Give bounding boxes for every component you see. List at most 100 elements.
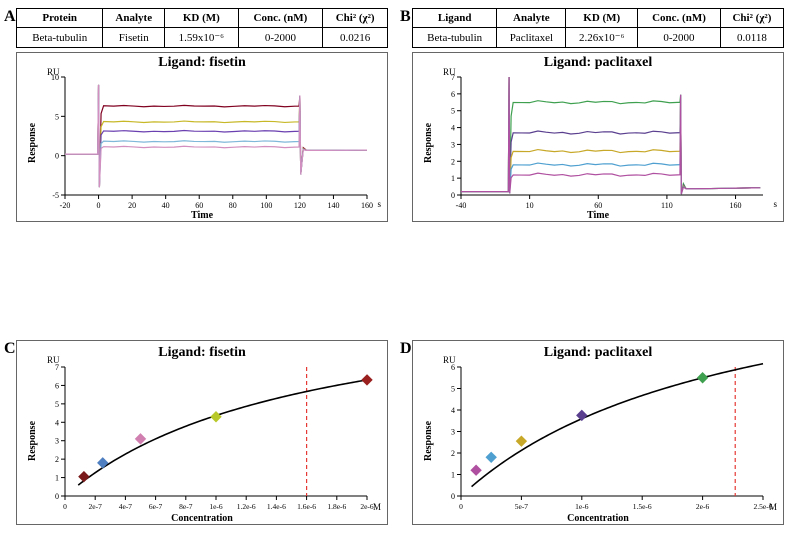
td: Beta-tubulin — [413, 28, 497, 48]
svg-text:3: 3 — [451, 428, 455, 437]
svg-a: -50510-20020406080100120140160 — [17, 53, 377, 223]
chart-c: Ligand: fisetin RU Response 0123456702e-… — [16, 340, 388, 525]
svg-text:0: 0 — [451, 492, 455, 501]
svg-text:1.2e-6: 1.2e-6 — [237, 502, 256, 511]
td: 0-2000 — [638, 28, 721, 48]
svg-text:140: 140 — [327, 201, 339, 210]
th: Protein — [17, 9, 103, 28]
svg-text:60: 60 — [594, 201, 602, 210]
xlabel-c: Concentration — [17, 513, 387, 524]
th: Conc. (nM) — [238, 9, 323, 28]
unit-ru-d: RU — [443, 355, 456, 365]
svg-text:5: 5 — [55, 112, 59, 121]
td: 0-2000 — [238, 28, 323, 48]
chart-a: Ligand: fisetin RU Response -50510-20020… — [16, 52, 388, 222]
td: 0.0118 — [720, 28, 783, 48]
th: Analyte — [497, 9, 566, 28]
chart-d: Ligand: paclitaxel RU Response 012345605… — [412, 340, 784, 525]
svg-text:6: 6 — [55, 381, 59, 390]
chart-title-c: Ligand: fisetin — [17, 345, 387, 361]
svg-text:2: 2 — [451, 157, 455, 166]
svg-d: 012345605e-71e-61.5e-62e-62.5e-6 — [413, 341, 773, 526]
svg-text:1.5e-6: 1.5e-6 — [633, 502, 652, 511]
svg-text:0: 0 — [451, 191, 455, 200]
table-b: Ligand Analyte KD (M) Conc. (nM) Chi² (χ… — [412, 8, 784, 48]
svg-text:2e-7: 2e-7 — [89, 502, 103, 511]
svg-text:110: 110 — [661, 201, 673, 210]
svg-text:4: 4 — [55, 418, 59, 427]
td: Fisetin — [103, 28, 165, 48]
th: Analyte — [103, 9, 165, 28]
svg-text:60: 60 — [195, 201, 203, 210]
svg-text:40: 40 — [162, 201, 170, 210]
svg-text:0: 0 — [55, 152, 59, 161]
svg-text:2: 2 — [451, 449, 455, 458]
svg-text:1.6e-6: 1.6e-6 — [297, 502, 316, 511]
th: Conc. (nM) — [638, 9, 721, 28]
th: KD (M) — [165, 9, 238, 28]
svg-text:6: 6 — [451, 90, 455, 99]
svg-text:-40: -40 — [456, 201, 467, 210]
svg-text:6e-7: 6e-7 — [149, 502, 163, 511]
svg-text:160: 160 — [361, 201, 373, 210]
ylabel-b: Response — [423, 123, 434, 163]
svg-text:20: 20 — [128, 201, 136, 210]
panel-label-a: A — [4, 8, 16, 26]
table-a: Protein Analyte KD (M) Conc. (nM) Chi² (… — [16, 8, 388, 48]
svg-b: 01234567-401060110160 — [413, 53, 773, 223]
xlabel-b: Time — [413, 210, 783, 221]
svg-text:-20: -20 — [60, 201, 71, 210]
svg-text:-5: -5 — [52, 191, 59, 200]
svg-text:4: 4 — [451, 124, 455, 133]
svg-text:0: 0 — [55, 492, 59, 501]
panel-b: B Ligand Analyte KD (M) Conc. (nM) Chi² … — [412, 8, 784, 222]
td: 0.0216 — [323, 28, 388, 48]
svg-text:3: 3 — [55, 437, 59, 446]
xunit-c: M — [373, 502, 381, 512]
xlabel-a: Time — [17, 210, 387, 221]
svg-text:0: 0 — [459, 502, 463, 511]
svg-text:3: 3 — [451, 140, 455, 149]
chart-title-d: Ligand: paclitaxel — [413, 345, 783, 361]
svg-text:4e-7: 4e-7 — [119, 502, 133, 511]
svg-c: 0123456702e-74e-76e-78e-71e-61.2e-61.4e-… — [17, 341, 377, 526]
th: Chi² (χ²) — [720, 9, 783, 28]
chart-title-b: Ligand: paclitaxel — [413, 55, 783, 71]
svg-text:4: 4 — [451, 406, 455, 415]
svg-text:2e-6: 2e-6 — [360, 502, 374, 511]
ylabel-d: Response — [423, 421, 434, 461]
svg-text:5e-7: 5e-7 — [515, 502, 529, 511]
svg-text:1e-6: 1e-6 — [575, 502, 589, 511]
svg-text:1.8e-6: 1.8e-6 — [327, 502, 346, 511]
td: Beta-tubulin — [17, 28, 103, 48]
svg-text:1: 1 — [451, 174, 455, 183]
panel-d: D Ligand: paclitaxel RU Response 0123456… — [412, 340, 784, 525]
unit-ru-b: RU — [443, 67, 456, 77]
svg-text:1e-6: 1e-6 — [209, 502, 223, 511]
svg-text:80: 80 — [229, 201, 237, 210]
xunit-a: s — [377, 199, 381, 209]
ylabel-c: Response — [27, 421, 38, 461]
panel-label-d: D — [400, 340, 412, 358]
td: 1.59x10⁻⁶ — [165, 28, 238, 48]
svg-text:2e-6: 2e-6 — [696, 502, 710, 511]
svg-text:0: 0 — [63, 502, 67, 511]
xlabel-d: Concentration — [413, 513, 783, 524]
svg-text:2: 2 — [55, 455, 59, 464]
svg-text:10: 10 — [526, 201, 534, 210]
th: Ligand — [413, 9, 497, 28]
chart-b: Ligand: paclitaxel RU Response 01234567-… — [412, 52, 784, 222]
svg-text:5: 5 — [451, 385, 455, 394]
xunit-d: M — [769, 502, 777, 512]
xunit-b: s — [773, 199, 777, 209]
panel-label-b: B — [400, 8, 411, 26]
panel-c: C Ligand: fisetin RU Response 0123456702… — [16, 340, 388, 525]
panel-a: A Protein Analyte KD (M) Conc. (nM) Chi²… — [16, 8, 388, 222]
svg-text:5: 5 — [451, 107, 455, 116]
unit-ru-a: RU — [47, 67, 60, 77]
td: 2.26x10⁻⁶ — [566, 28, 638, 48]
svg-text:8e-7: 8e-7 — [179, 502, 193, 511]
svg-text:100: 100 — [260, 201, 272, 210]
svg-text:1: 1 — [451, 471, 455, 480]
svg-text:1.4e-6: 1.4e-6 — [267, 502, 286, 511]
